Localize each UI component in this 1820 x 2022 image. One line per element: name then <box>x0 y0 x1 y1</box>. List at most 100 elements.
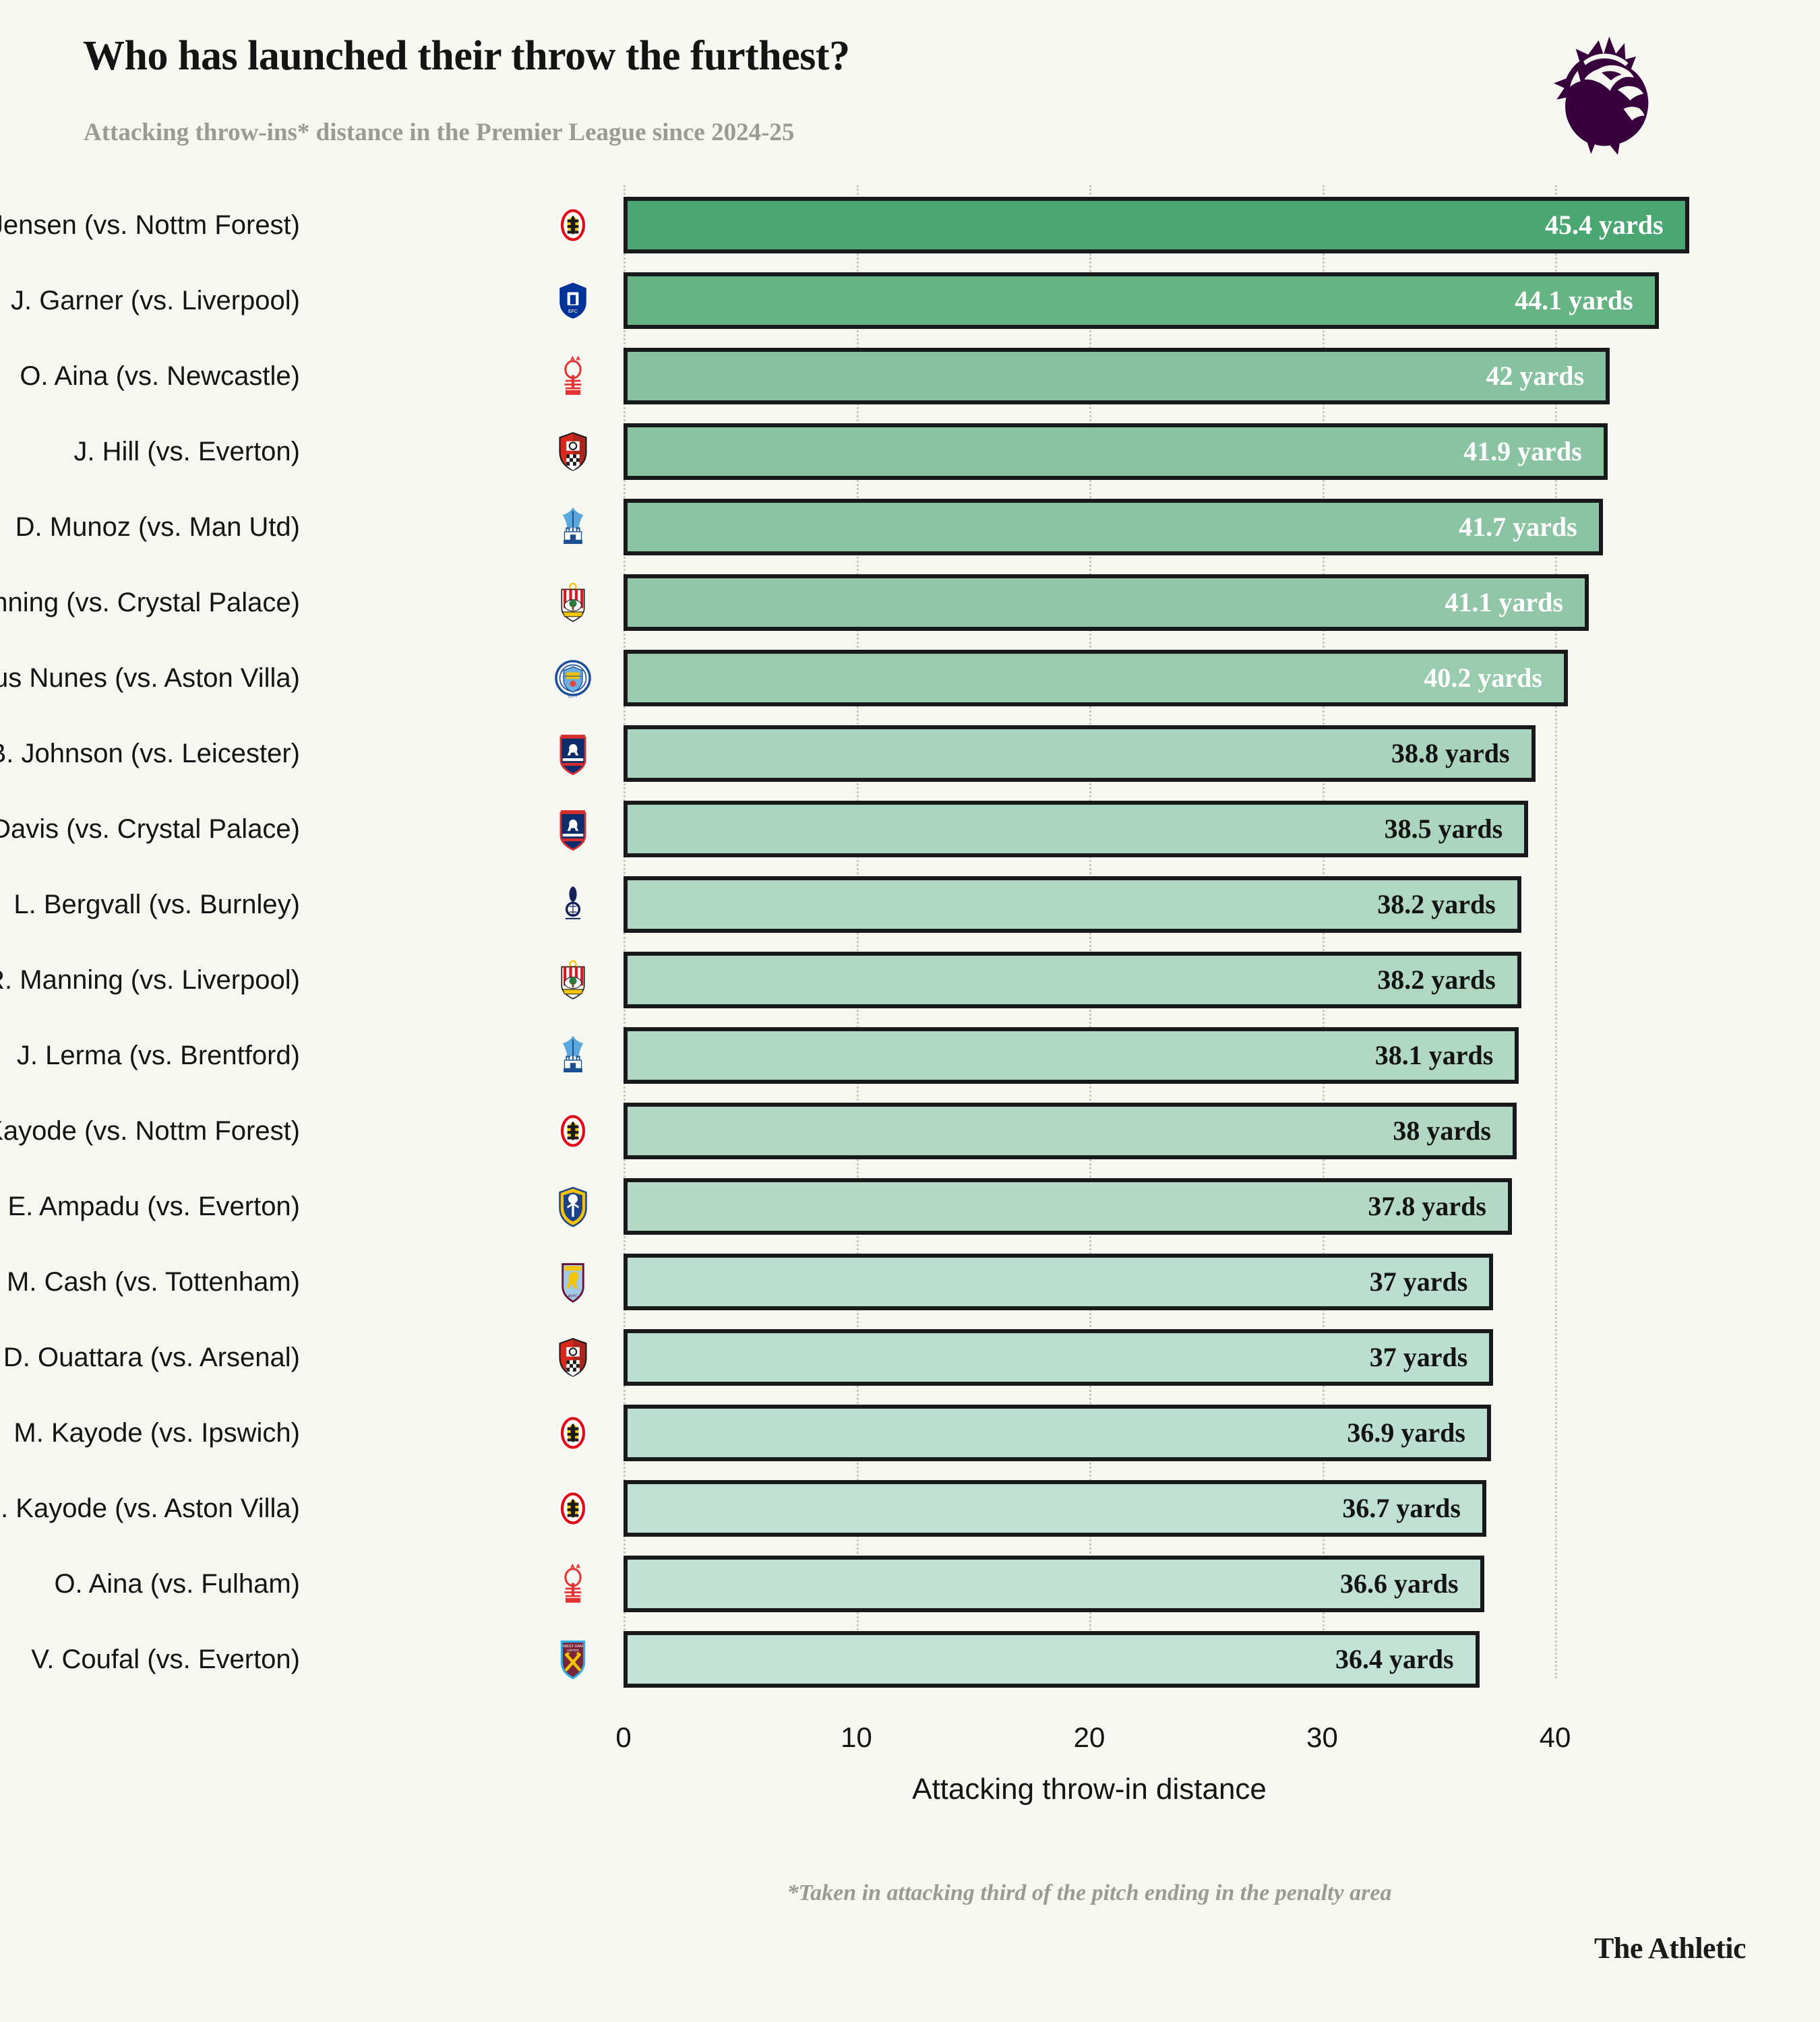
chart-plot-area: M. Jensen (vs. Nottm Forest) 45.4 yards J.… <box>0 185 1820 1722</box>
bar[interactable]: 38 yards <box>624 1103 1517 1159</box>
everton-crest-icon: EFC <box>543 263 603 338</box>
bar-row-label: M. Kayode (vs. Aston Villa) <box>0 1493 300 1523</box>
bar-row-label: O. Aina (vs. Newcastle) <box>20 361 300 391</box>
bar-value-label: 37 yards <box>1369 1342 1468 1372</box>
nottm-forest-crest-icon <box>543 1546 603 1622</box>
bar-row: B. Johnson (vs. Leicester) 38.8 yards <box>0 716 1820 791</box>
x-tick-label: 20 <box>1073 1721 1105 1753</box>
bar[interactable]: 36.4 yards <box>624 1631 1480 1688</box>
x-tick-label: 10 <box>841 1721 872 1753</box>
bar-value-label: 38 yards <box>1393 1115 1491 1146</box>
x-axis-title-text: Attacking throw-in distance <box>912 1773 1267 1806</box>
bar-row: L. Bergvall (vs. Burnley) 38.2 yards <box>0 867 1820 942</box>
southampton-crest-icon <box>543 942 603 1018</box>
bar-row-label: B. Johnson (vs. Leicester) <box>0 738 300 768</box>
tottenham-crest-icon <box>543 867 603 942</box>
bar[interactable]: 36.7 yards <box>624 1480 1486 1537</box>
brentford-crest-icon <box>543 1471 603 1546</box>
bar-value-label: 36.4 yards <box>1335 1644 1454 1674</box>
bar[interactable]: 45.4 yards <box>624 197 1689 253</box>
bar-value-label: 38.1 yards <box>1374 1040 1494 1070</box>
brentford-crest-icon <box>543 1395 603 1471</box>
bar-row: M. Kayode (vs. Nottm Forest) 38 yards <box>0 1093 1820 1169</box>
bar-value-label: 36.7 yards <box>1342 1493 1461 1523</box>
x-tick-label: 0 <box>615 1721 632 1753</box>
bar-row: M. Kayode (vs. Aston Villa) 36.7 yards <box>0 1471 1820 1546</box>
bar[interactable]: 38.5 yards <box>624 801 1529 857</box>
bar-row-label: R. Manning (vs. Crystal Palace) <box>0 587 300 617</box>
bar-value-label: 41.7 yards <box>1459 512 1577 542</box>
bar-value-label: 40.2 yards <box>1424 663 1542 693</box>
bar-value-label: 38.5 yards <box>1384 814 1503 844</box>
page-subtitle: Attacking throw-ins* distance in the Pre… <box>84 119 795 146</box>
svg-text:WEST HAM: WEST HAM <box>563 1645 583 1649</box>
ipswich-crest-icon <box>543 791 603 867</box>
bar-row-label: L. Davis (vs. Crystal Palace) <box>0 814 300 844</box>
svg-text:AVFC: AVFC <box>568 1294 578 1298</box>
bar-row: L. Davis (vs. Crystal Palace) 38.5 yards <box>0 791 1820 867</box>
x-axis: 0 10 20 30 40 <box>0 1712 1820 1773</box>
svg-text:CITY: CITY <box>568 694 578 699</box>
bar[interactable]: 38.1 yards <box>624 1027 1519 1084</box>
bar-value-label: 37 yards <box>1369 1266 1468 1297</box>
bar[interactable]: 37 yards <box>624 1329 1494 1386</box>
leeds-crest-icon <box>543 1169 603 1244</box>
bar-value-label: 36.6 yards <box>1339 1568 1459 1599</box>
bar-value-label: 37.8 yards <box>1368 1191 1486 1221</box>
bar-row-label: J. Lerma (vs. Brentford) <box>16 1040 300 1070</box>
bar[interactable]: 36.6 yards <box>624 1556 1484 1612</box>
bar[interactable]: 38.8 yards <box>624 725 1536 782</box>
bar[interactable]: 41.7 yards <box>624 499 1603 555</box>
bar-row-label: Matheus Nunes (vs. Aston Villa) <box>0 663 300 693</box>
bar-row: D. Ouattara (vs. Arsenal) 37 yards <box>0 1320 1820 1395</box>
chart-footnote: *Taken in attacking third of the pitch e… <box>0 1880 1820 1906</box>
bar-value-label: 41.1 yards <box>1445 587 1563 617</box>
bar[interactable]: 42 yards <box>624 348 1610 404</box>
bar-row: M. Cash (vs. Tottenham) AVFC 37 yards <box>0 1244 1820 1320</box>
bar-value-label: 44.1 yards <box>1515 285 1633 315</box>
svg-text:UNITED: UNITED <box>567 1649 579 1653</box>
bar[interactable]: 40.2 yards <box>624 650 1568 706</box>
bar-row: R. Manning (vs. Crystal Palace) 41.1 yard… <box>0 565 1820 640</box>
bar-row: O. Aina (vs. Newcastle) 42 yards <box>0 338 1820 414</box>
bar-row: M. Kayode (vs. Ipswich) 36.9 yards <box>0 1395 1820 1471</box>
bar[interactable]: 36.9 yards <box>624 1405 1491 1461</box>
bar-row-label: R. Manning (vs. Liverpool) <box>0 964 300 995</box>
bar-value-label: 38.2 yards <box>1377 889 1496 919</box>
bournemouth-crest-icon <box>543 414 603 489</box>
bar-row: J. Lerma (vs. Brentford) 38.1 yards <box>0 1018 1820 1093</box>
bar-row: V. Coufal (vs. Everton) WEST HAM UNITED 36.… <box>0 1622 1820 1697</box>
bar[interactable]: 41.1 yards <box>624 574 1589 631</box>
bar-row-label: M. Kayode (vs. Ipswich) <box>13 1417 300 1448</box>
brentford-crest-icon <box>543 187 603 263</box>
page-title: Who has launched their throw the furthes… <box>83 33 850 79</box>
bar-row-label: M. Jensen (vs. Nottm Forest) <box>0 210 300 240</box>
bar[interactable]: 38.2 yards <box>624 876 1521 933</box>
brentford-crest-icon <box>543 1093 603 1169</box>
southampton-crest-icon <box>543 565 603 640</box>
the-athletic-logo: The Athletic <box>1594 1932 1746 1965</box>
bar[interactable]: 44.1 yards <box>624 272 1659 329</box>
gridline-40 <box>1555 185 1557 1678</box>
bar-row: J. Garner (vs. Liverpool) EFC 44.1 yards <box>0 263 1820 338</box>
bar-row-label: D. Munoz (vs. Man Utd) <box>15 512 300 542</box>
bar-row-label: V. Coufal (vs. Everton) <box>31 1644 300 1674</box>
bar-row-label: O. Aina (vs. Fulham) <box>54 1568 300 1599</box>
bar[interactable]: 37.8 yards <box>624 1178 1512 1235</box>
bar-row: R. Manning (vs. Liverpool) 38.2 yards <box>0 942 1820 1018</box>
bar[interactable]: 37 yards <box>624 1254 1494 1310</box>
premier-league-lion-icon <box>1549 32 1664 157</box>
chart-footnote-text: *Taken in attacking third of the pitch e… <box>787 1880 1392 1905</box>
bar-row-label: J. Hill (vs. Everton) <box>73 436 300 466</box>
bar-row: J. Hill (vs. Everton) 41.9 yards <box>0 414 1820 489</box>
bar-value-label: 45.4 yards <box>1544 210 1664 240</box>
bar[interactable]: 41.9 yards <box>624 423 1608 480</box>
bar-row: O. Aina (vs. Fulham) 36.6 yards <box>0 1546 1820 1622</box>
bar[interactable]: 38.2 yards <box>624 952 1521 1008</box>
chart-header: Who has launched their throw the furthes… <box>0 0 1820 175</box>
bar-value-label: 38.8 yards <box>1391 738 1510 768</box>
ipswich-crest-icon <box>543 716 603 791</box>
bar-value-label: 36.9 yards <box>1347 1417 1465 1448</box>
x-axis-title: Attacking throw-in distance <box>0 1773 1820 1806</box>
